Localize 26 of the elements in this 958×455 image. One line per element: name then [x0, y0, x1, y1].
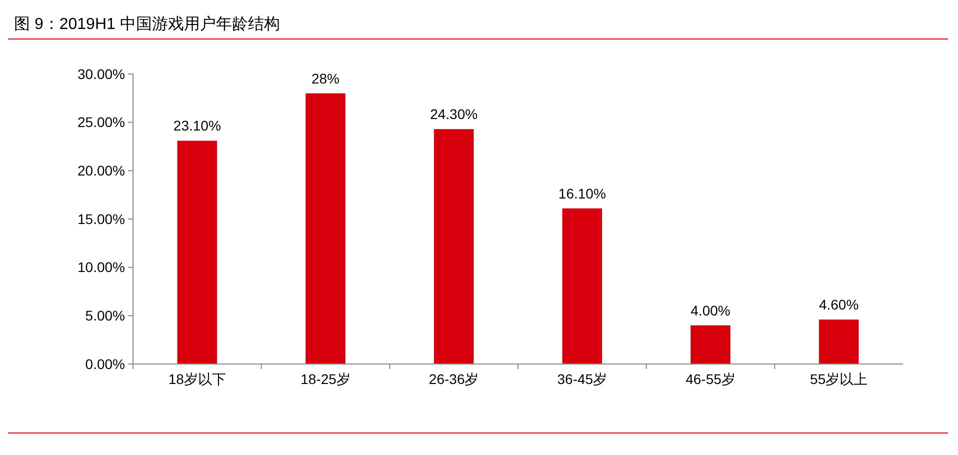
- bar: [434, 129, 474, 364]
- bar: [306, 93, 346, 364]
- x-tick-label: 18岁以下: [168, 371, 226, 387]
- x-tick-label: 18-25岁: [300, 371, 350, 387]
- bar: [690, 325, 730, 364]
- y-tick-label: 20.00%: [78, 162, 125, 179]
- y-tick-label: 10.00%: [78, 259, 125, 276]
- x-tick-label: 55岁以上: [810, 371, 868, 387]
- y-tick-label: 5.00%: [85, 308, 125, 324]
- data-label: 28%: [311, 70, 340, 86]
- x-tick-label: 36-45岁: [557, 371, 608, 387]
- y-tick-label: 30.00%: [78, 66, 125, 82]
- data-label: 16.10%: [558, 185, 606, 202]
- x-tick-label: 46-55岁: [686, 371, 736, 387]
- y-tick-label: 0.00%: [85, 356, 125, 372]
- y-tick-label: 15.00%: [78, 210, 125, 227]
- bar: [177, 140, 218, 364]
- data-label: 24.30%: [430, 106, 478, 122]
- chart-title: 图 9：2019H1 中国游戏用户年龄结构: [14, 15, 280, 33]
- bar: [562, 208, 602, 364]
- data-label: 4.60%: [818, 296, 859, 313]
- y-tick-label: 25.00%: [78, 114, 125, 130]
- bar: [818, 320, 859, 364]
- data-label: 4.00%: [690, 302, 730, 318]
- data-label: 23.10%: [173, 118, 221, 134]
- x-tick-label: 26-36岁: [428, 371, 479, 387]
